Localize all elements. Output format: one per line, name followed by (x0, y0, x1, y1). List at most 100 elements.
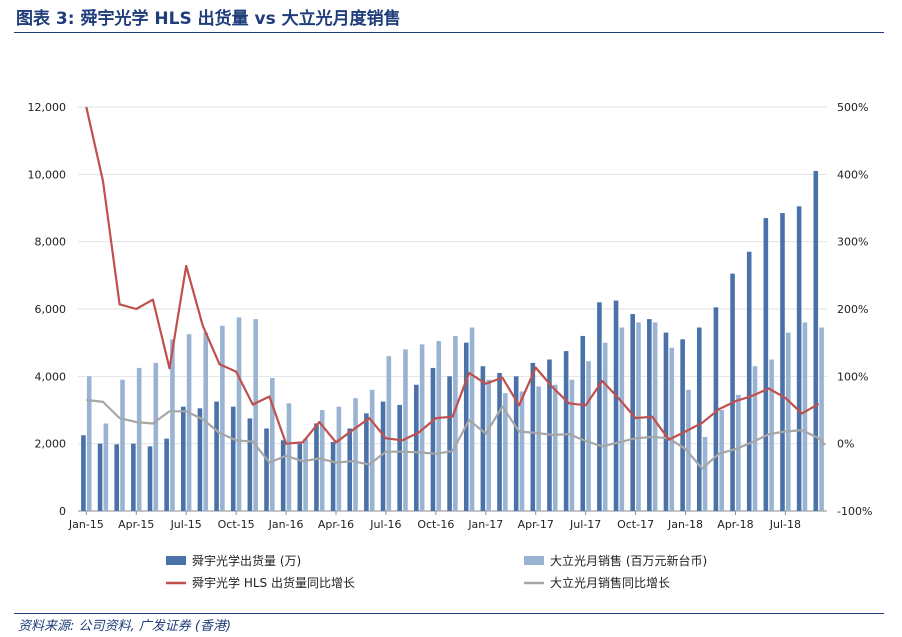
bar-sunny-shipment (264, 428, 269, 511)
legend-largan-sales-label: 大立光月销售 (百万元新台币) (550, 553, 707, 568)
bar-sunny-shipment (447, 376, 452, 511)
bar-sunny-shipment (696, 327, 702, 511)
bar-largan-sales (270, 378, 275, 511)
bar-largan-sales (386, 356, 392, 511)
legend-sunny-shipment-swatch (166, 556, 186, 565)
bar-largan-sales (253, 319, 258, 511)
y-left-tick-label: 8,000 (35, 236, 67, 249)
bar-sunny-shipment (280, 440, 286, 511)
bar-sunny-shipment (114, 444, 120, 511)
y-left-tick-label: 6,000 (35, 303, 67, 316)
y-left-tick-label: 4,000 (35, 370, 67, 383)
bar-sunny-shipment (81, 435, 86, 511)
bar-largan-sales (120, 379, 125, 511)
bar-sunny-shipment (663, 332, 669, 511)
bar-sunny-shipment (247, 418, 253, 511)
footer-rule (14, 613, 884, 614)
legend-largan-sales-swatch (524, 556, 544, 565)
x-tick-label: Jul-16 (369, 518, 401, 531)
bar-largan-sales (636, 322, 641, 511)
y-right-tick-label: 0% (837, 438, 854, 451)
bar-largan-sales (569, 379, 575, 511)
line-largan-yoy (86, 398, 826, 470)
x-tick-label: Jan-17 (467, 518, 503, 531)
bar-largan-sales (436, 340, 442, 511)
bar-largan-sales (319, 410, 325, 511)
bar-largan-sales (103, 423, 109, 511)
bar-largan-sales (586, 361, 591, 511)
bar-sunny-shipment (780, 213, 785, 512)
bar-largan-sales (769, 359, 774, 511)
bar-sunny-shipment (214, 401, 219, 511)
bar-largan-sales (353, 398, 358, 511)
bar-sunny-shipment (131, 443, 136, 511)
bar-sunny-shipment (164, 438, 169, 511)
x-tick-label: Oct-15 (218, 518, 255, 531)
y-right-tick-label: -100% (837, 505, 872, 518)
x-tick-label: Apr-17 (518, 518, 554, 531)
bar-sunny-shipment (147, 446, 153, 511)
bar-largan-sales (536, 386, 541, 511)
bar-sunny-shipment (380, 401, 386, 511)
bar-largan-sales (170, 339, 175, 511)
bar-sunny-shipment (613, 300, 619, 511)
legend-sunny-yoy-label: 舜宇光学 HLS 出货量同比增长 (192, 575, 355, 590)
bar-sunny-shipment (647, 319, 652, 511)
bar-sunny-shipment (347, 428, 353, 511)
bar-sunny-shipment (597, 302, 602, 511)
line-sunny-yoy (85, 106, 820, 445)
bar-largan-sales (369, 389, 375, 511)
bar-sunny-shipment (730, 273, 735, 511)
bar-largan-sales (819, 327, 824, 511)
title-rule (14, 32, 884, 33)
y-left-tick-label: 12,000 (28, 101, 67, 114)
y-right-tick-label: 500% (837, 101, 868, 114)
x-tick-label: Oct-17 (617, 518, 654, 531)
bar-largan-sales (220, 325, 225, 511)
x-tick-label: Apr-18 (717, 518, 753, 531)
bar-largan-sales (236, 317, 242, 511)
bar-sunny-shipment (680, 339, 685, 511)
bar-sunny-shipment (180, 406, 186, 511)
bar-largan-sales (719, 410, 725, 511)
x-tick-label: Jan-16 (268, 518, 304, 531)
bar-largan-sales (736, 394, 741, 511)
bar-largan-sales (519, 391, 525, 511)
x-tick-label: Jul-15 (170, 518, 202, 531)
bar-sunny-shipment (497, 372, 502, 511)
bar-sunny-shipment (364, 413, 369, 511)
bar-largan-sales (702, 436, 708, 511)
y-left-tick-label: 2,000 (35, 438, 67, 451)
bar-sunny-shipment (480, 366, 486, 511)
bar-largan-sales (336, 406, 342, 511)
x-tick-label: Jul-18 (769, 518, 801, 531)
x-tick-label: Apr-15 (118, 518, 154, 531)
x-tick-label: Oct-16 (417, 518, 454, 531)
bar-sunny-shipment (580, 335, 586, 511)
bar-sunny-shipment (530, 362, 536, 511)
bar-largan-sales (752, 366, 758, 511)
bar-sunny-shipment (796, 206, 802, 512)
legend-sunny-shipment-label: 舜宇光学出货量 (万) (192, 553, 301, 568)
bar-largan-sales (785, 332, 791, 511)
y-left-tick-label: 0 (59, 505, 66, 518)
x-tick-label: Apr-16 (318, 518, 354, 531)
bar-largan-sales (186, 334, 192, 511)
bar-sunny-shipment (397, 404, 402, 511)
bar-largan-sales (303, 438, 308, 511)
bar-sunny-shipment (297, 443, 303, 511)
bar-sunny-shipment (97, 443, 103, 511)
bar-sunny-shipment (746, 251, 752, 511)
bar-largan-sales (469, 327, 475, 511)
bar-sunny-shipment (414, 384, 419, 511)
bar-sunny-shipment (330, 441, 336, 511)
x-tick-label: Jan-18 (667, 518, 703, 531)
bar-sunny-shipment (513, 376, 519, 511)
bar-sunny-shipment (314, 423, 319, 511)
bar-sunny-shipment (563, 351, 569, 511)
bar-sunny-shipment (197, 408, 203, 511)
source-note: 资料来源: 公司资料, 广发证券 (香港) (18, 619, 232, 634)
x-tick-label: Jul-17 (569, 518, 601, 531)
y-right-tick-label: 300% (837, 236, 868, 249)
bar-largan-sales (153, 362, 159, 511)
